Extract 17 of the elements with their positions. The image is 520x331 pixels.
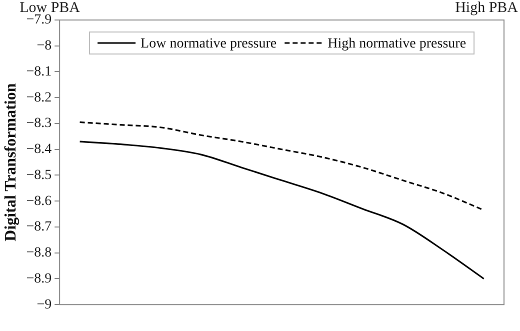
text: High PBA (455, 0, 518, 17)
y-tick-label: −9 (36, 297, 52, 312)
y-tick-label: −8.3 (26, 116, 52, 132)
y-tick-label: −7.9 (26, 12, 52, 28)
y-tick-label: −8.2 (26, 90, 52, 106)
y-tick-label: −8.8 (26, 246, 52, 261)
y-tick-label: −8.9 (26, 271, 52, 286)
y-axis-title: Digital Transformation (2, 83, 20, 242)
y-tick-label: −8.1 (26, 64, 52, 80)
line-series (78, 140, 485, 280)
legend-label: Low normative pressure (140, 36, 277, 52)
legend-label: High normative pressure (328, 36, 466, 52)
y-tick-label: −8.5 (26, 168, 52, 183)
y-tick-label: −8.7 (26, 220, 52, 235)
y-tick-label: −8 (36, 38, 52, 54)
y-tick-label: −8.4 (26, 142, 52, 158)
y-tick-label: −8.6 (26, 194, 52, 209)
